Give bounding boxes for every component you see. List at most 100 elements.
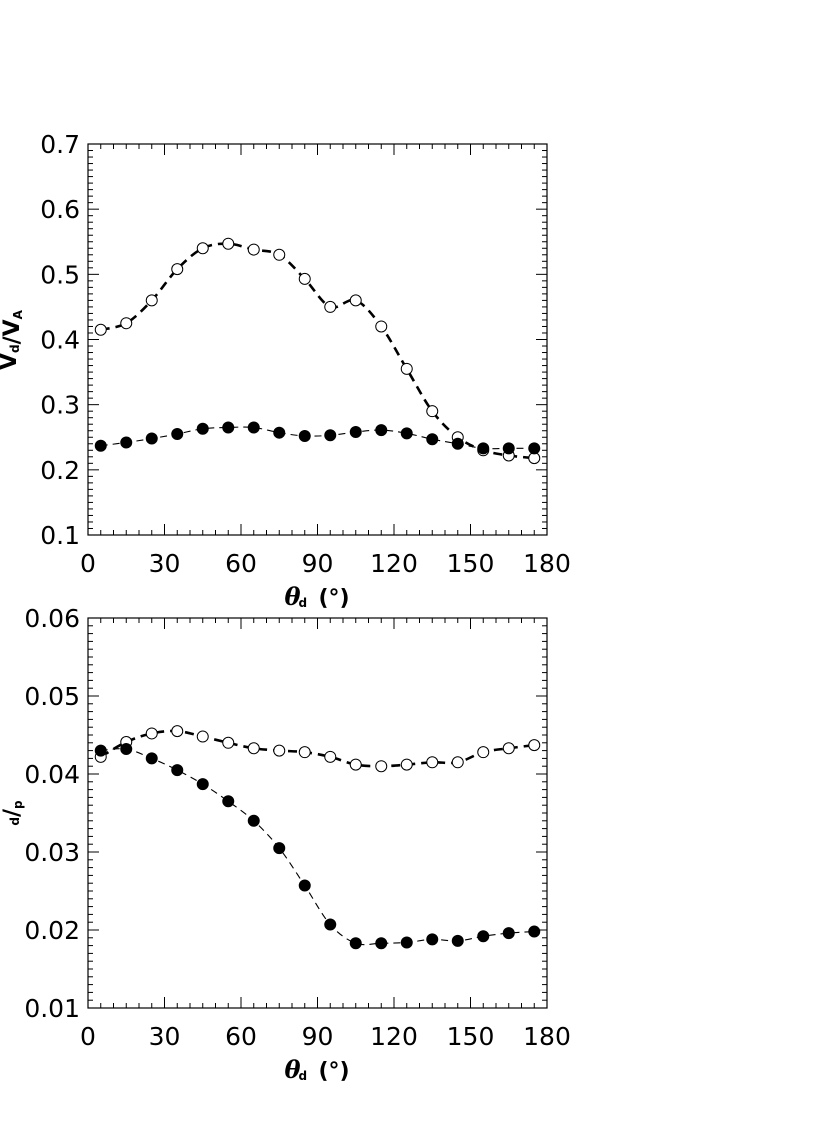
y-axis-label-text: Vd/VA bbox=[0, 309, 25, 370]
y-tick-label: 0.02 bbox=[24, 916, 80, 945]
x-tick-label: 90 bbox=[302, 549, 334, 578]
y-tick-label: 0.3 bbox=[40, 391, 80, 420]
data-point-open bbox=[298, 746, 311, 759]
data-point-open bbox=[120, 317, 133, 330]
y-tick-label: 0.2 bbox=[40, 456, 80, 485]
data-point-open bbox=[298, 272, 311, 285]
data-point-open bbox=[324, 300, 337, 313]
x-tick-label: 180 bbox=[523, 549, 571, 578]
data-point-open bbox=[171, 263, 184, 276]
data-point-filled bbox=[171, 427, 184, 440]
data-point-open bbox=[502, 742, 515, 755]
data-point-open bbox=[273, 248, 286, 261]
y-tick-label: 0.03 bbox=[24, 838, 80, 867]
data-point-filled bbox=[426, 433, 439, 446]
data-point-open bbox=[451, 756, 464, 769]
data-point-filled bbox=[145, 752, 158, 765]
x-tick-label: 30 bbox=[149, 549, 181, 578]
data-point-filled bbox=[273, 426, 286, 439]
data-point-filled bbox=[196, 422, 209, 435]
x-tick-label: 30 bbox=[149, 1022, 181, 1051]
x-tick-label: 120 bbox=[370, 549, 418, 578]
data-point-filled bbox=[298, 429, 311, 442]
data-point-filled bbox=[94, 744, 107, 757]
y-axis-label-subscript: d bbox=[8, 344, 22, 353]
data-point-filled bbox=[324, 429, 337, 442]
data-point-filled bbox=[502, 927, 515, 940]
data-point-filled bbox=[349, 937, 362, 950]
y-tick-label: 0.01 bbox=[24, 994, 80, 1023]
series-line-filled bbox=[100, 748, 535, 946]
data-point-filled bbox=[349, 426, 362, 439]
data-point-filled bbox=[94, 439, 107, 452]
data-point-filled bbox=[222, 421, 235, 434]
data-point-filled bbox=[400, 427, 413, 440]
data-point-open bbox=[196, 242, 209, 255]
data-point-filled bbox=[247, 421, 260, 434]
data-point-open bbox=[400, 362, 413, 375]
y-axis-label-text: d/p bbox=[0, 800, 25, 826]
data-point-filled bbox=[196, 778, 209, 791]
x-axis-label-unit: (°) bbox=[319, 1059, 350, 1084]
y-axis-label: Vd/VA bbox=[0, 309, 25, 370]
data-point-open bbox=[426, 405, 439, 418]
data-point-open bbox=[528, 739, 541, 752]
y-axis-label: d/p bbox=[0, 800, 25, 826]
data-point-filled bbox=[324, 918, 337, 931]
data-point-filled bbox=[451, 934, 464, 947]
data-point-open bbox=[349, 758, 362, 771]
data-point-filled bbox=[247, 814, 260, 827]
data-point-open bbox=[400, 758, 413, 771]
data-point-open bbox=[426, 756, 439, 769]
data-point-open bbox=[145, 294, 158, 307]
data-point-open bbox=[247, 243, 260, 256]
x-tick-label: 180 bbox=[523, 1022, 571, 1051]
y-tick-label: 0.4 bbox=[40, 326, 80, 355]
data-point-filled bbox=[375, 424, 388, 437]
y-axis-label-main: V bbox=[0, 353, 22, 370]
series-line-open bbox=[100, 729, 535, 768]
data-point-open bbox=[171, 725, 184, 738]
data-point-open bbox=[247, 742, 260, 755]
y-tick-label: 0.6 bbox=[40, 195, 80, 224]
y-axis-label-subscript2: p bbox=[11, 800, 25, 809]
x-tick-label: 0 bbox=[80, 549, 96, 578]
data-point-filled bbox=[298, 879, 311, 892]
data-point-open bbox=[196, 730, 209, 743]
x-tick-label: 150 bbox=[447, 1022, 495, 1051]
x-tick-label: 90 bbox=[302, 1022, 334, 1051]
data-point-filled bbox=[400, 936, 413, 949]
y-tick-label: 0.06 bbox=[24, 604, 80, 633]
data-point-filled bbox=[120, 743, 133, 756]
data-point-filled bbox=[145, 432, 158, 445]
data-point-open bbox=[324, 750, 337, 763]
data-point-filled bbox=[222, 795, 235, 808]
y-tick-label: 0.7 bbox=[40, 130, 80, 159]
x-axis-label: θ bbox=[285, 1055, 301, 1084]
x-tick-label: 60 bbox=[225, 549, 257, 578]
x-tick-label: 150 bbox=[447, 549, 495, 578]
y-tick-label: 0.04 bbox=[24, 760, 80, 789]
y-tick-label: 0.5 bbox=[40, 260, 80, 289]
y-tick-label: 0.1 bbox=[40, 521, 80, 550]
data-point-open bbox=[94, 323, 107, 336]
x-axis-label-subscript: d bbox=[299, 596, 308, 610]
x-axis-label: θ bbox=[285, 582, 301, 611]
data-point-filled bbox=[528, 442, 541, 455]
data-point-open bbox=[349, 294, 362, 307]
data-point-filled bbox=[171, 764, 184, 777]
y-axis-label-separator: /V bbox=[0, 319, 25, 344]
y-axis-label-subscript: d bbox=[8, 817, 22, 826]
data-point-open bbox=[375, 320, 388, 333]
data-point-open bbox=[375, 760, 388, 773]
y-tick-label: 0.05 bbox=[24, 682, 80, 711]
data-point-filled bbox=[477, 930, 490, 943]
x-axis-label-subscript: d bbox=[299, 1069, 308, 1083]
top-panel-velocity-ratio: 0 30 60 90 120 150 1800.10.20.30.40.50.60.7θd(… bbox=[0, 130, 571, 611]
x-tick-label: 120 bbox=[370, 1022, 418, 1051]
data-point-filled bbox=[375, 937, 388, 950]
bottom-panel-density-ratio: 0 30 60 90 120 150 180 0.01 0.02 0.03 0.04 0.05 0.06… bbox=[0, 604, 571, 1084]
data-point-open bbox=[222, 736, 235, 749]
data-point-filled bbox=[477, 442, 490, 455]
